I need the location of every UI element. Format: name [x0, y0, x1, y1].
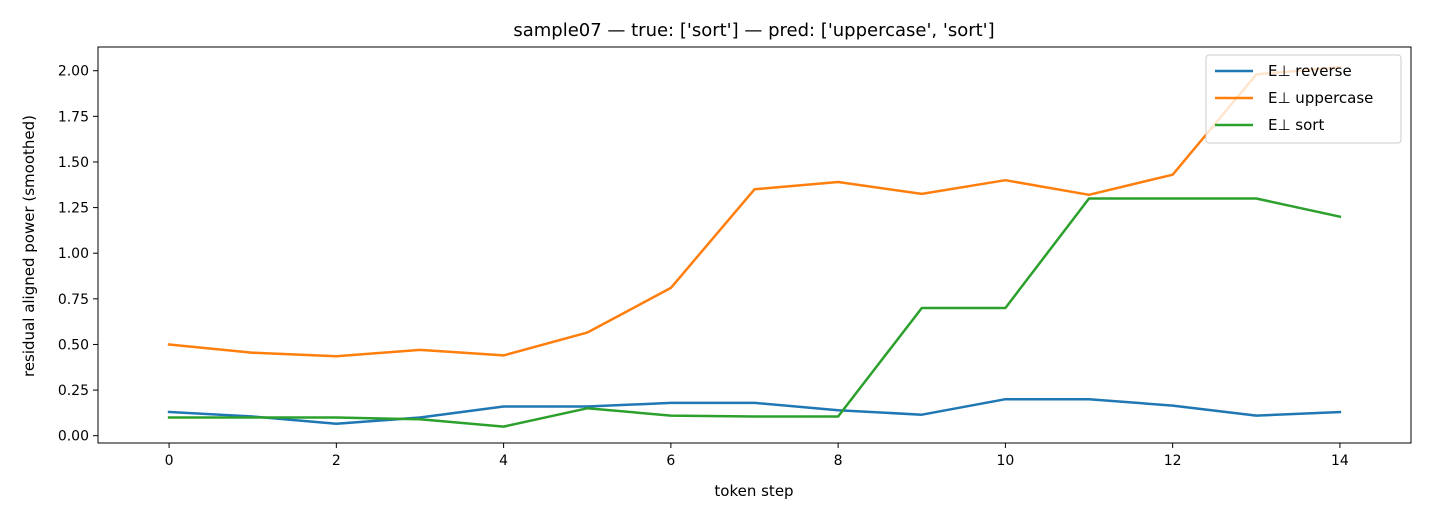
x-tick-label: 2 — [332, 453, 341, 469]
series-line-1 — [167, 397, 1342, 426]
x-tick-label: 8 — [834, 453, 843, 469]
x-tick-label: 4 — [499, 453, 508, 469]
x-tick-label: 0 — [165, 453, 174, 469]
x-axis-label: token step — [714, 482, 793, 500]
legend-label-2: E⊥ uppercase — [1268, 89, 1373, 107]
y-tick-label: 0.25 — [58, 383, 89, 399]
series-lines — [167, 65, 1342, 428]
y-tick-label: 1.00 — [58, 246, 89, 262]
legend-label-3: E⊥ sort — [1268, 116, 1324, 134]
y-tick-label: 2.00 — [58, 64, 89, 80]
legend-label-1: E⊥ reverse — [1268, 62, 1352, 80]
axis-ticks: 0 2 4 6 8 10 12 14 0.00 0.25 0.50 0.75 1.00 1.25 1.50 1… — [58, 64, 1349, 469]
legend: E⊥ reverse E⊥ uppercase E⊥ sort — [1205, 54, 1402, 144]
legend-box — [1205, 54, 1402, 144]
x-tick-label: 10 — [996, 453, 1014, 469]
x-tick-label: 12 — [1164, 453, 1182, 469]
y-tick-label: 0.00 — [58, 429, 89, 445]
x-tick-label: 14 — [1331, 453, 1349, 469]
y-tick-label: 1.50 — [58, 155, 89, 171]
y-tick-label: 0.50 — [58, 337, 89, 353]
y-tick-label: 0.75 — [58, 292, 89, 308]
y-axis-label: residual aligned power (smoothed) — [20, 115, 38, 377]
y-tick-label: 1.75 — [58, 109, 89, 125]
chart-title: sample07 — true: ['sort'] — pred: ['uppe… — [513, 20, 994, 41]
plot-area-frame — [97, 46, 1412, 444]
series-line-3 — [167, 197, 1342, 428]
x-tick-label: 6 — [666, 453, 675, 469]
series-line-2 — [167, 65, 1342, 358]
y-tick-label: 1.25 — [58, 201, 89, 217]
